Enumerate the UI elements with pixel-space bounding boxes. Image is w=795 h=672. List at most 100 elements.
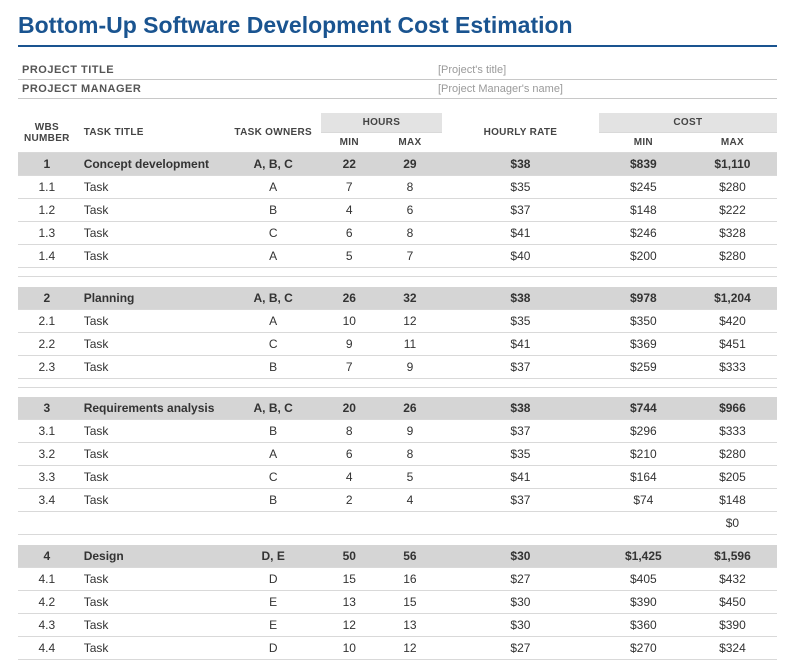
header-task-title: TASK TITLE <box>76 113 226 153</box>
task-title: Task <box>76 309 226 332</box>
summary-title: Planning <box>76 287 226 310</box>
task-owners: E <box>226 613 321 636</box>
task-title: Task <box>76 567 226 590</box>
task-cmax: $280 <box>688 443 777 466</box>
task-row: 2.2TaskC911$41$369$451 <box>18 332 777 355</box>
task-owners: B <box>226 489 321 512</box>
task-cmin: $360 <box>599 613 688 636</box>
task-title: Task <box>76 636 226 659</box>
task-hmax: 9 <box>378 355 442 378</box>
summary-rate: $30 <box>442 545 599 568</box>
task-cmax: $328 <box>688 222 777 245</box>
task-row: 4.2TaskE1315$30$390$450 <box>18 590 777 613</box>
task-owners: A <box>226 245 321 268</box>
task-cmin: $270 <box>599 636 688 659</box>
task-cmin: $74 <box>599 489 688 512</box>
header-cost-max: MAX <box>688 133 777 153</box>
estimation-table: WBS NUMBER TASK TITLE TASK OWNERS HOURS … <box>18 113 777 660</box>
task-hmin: 9 <box>321 332 378 355</box>
task-rate: $27 <box>442 567 599 590</box>
summary-cmax: $1,596 <box>688 545 777 568</box>
task-hmin: 6 <box>321 222 378 245</box>
task-hmax: 5 <box>378 466 442 489</box>
task-title: Task <box>76 332 226 355</box>
task-wbs: 2.2 <box>18 332 76 355</box>
section-summary-row: 1Concept developmentA, B, C2229$38$839$1… <box>18 153 777 176</box>
summary-title: Concept development <box>76 153 226 176</box>
task-row: 2.1TaskA1012$35$350$420 <box>18 309 777 332</box>
task-rate: $27 <box>442 636 599 659</box>
task-title: Task <box>76 176 226 199</box>
blank-cmax <box>688 268 777 277</box>
task-cmax: $324 <box>688 636 777 659</box>
summary-rate: $38 <box>442 153 599 176</box>
task-wbs: 2.3 <box>18 355 76 378</box>
task-owners: A <box>226 176 321 199</box>
task-cmin: $246 <box>599 222 688 245</box>
project-title-label: PROJECT TITLE <box>18 64 438 76</box>
task-hmax: 6 <box>378 199 442 222</box>
task-owners: B <box>226 420 321 443</box>
summary-cmin: $839 <box>599 153 688 176</box>
task-title: Task <box>76 355 226 378</box>
task-wbs: 1.4 <box>18 245 76 268</box>
section-summary-row: 4DesignD, E5056$30$1,425$1,596 <box>18 545 777 568</box>
summary-owners: A, B, C <box>226 397 321 420</box>
task-rate: $37 <box>442 355 599 378</box>
header-hours-max: MAX <box>378 133 442 153</box>
summary-owners: A, B, C <box>226 153 321 176</box>
task-row: 2.3TaskB79$37$259$333 <box>18 355 777 378</box>
project-title-row: PROJECT TITLE [Project's title] <box>18 61 777 80</box>
section-gap <box>18 277 777 287</box>
task-cmin: $296 <box>599 420 688 443</box>
task-hmin: 6 <box>321 443 378 466</box>
task-hmax: 8 <box>378 222 442 245</box>
summary-hmax: 56 <box>378 545 442 568</box>
header-cost-group: COST <box>599 113 777 133</box>
task-cmax: $450 <box>688 590 777 613</box>
summary-cmin: $1,425 <box>599 545 688 568</box>
task-title: Task <box>76 245 226 268</box>
summary-rate: $38 <box>442 287 599 310</box>
summary-cmax: $1,110 <box>688 153 777 176</box>
header-hours-min: MIN <box>321 133 378 153</box>
task-rate: $37 <box>442 199 599 222</box>
blank-trailing-row: $0 <box>18 512 777 535</box>
task-cmax: $280 <box>688 176 777 199</box>
task-row: 1.3TaskC68$41$246$328 <box>18 222 777 245</box>
task-title: Task <box>76 489 226 512</box>
task-cmax: $420 <box>688 309 777 332</box>
task-owners: A <box>226 443 321 466</box>
task-rate: $30 <box>442 590 599 613</box>
task-hmax: 16 <box>378 567 442 590</box>
summary-title: Design <box>76 545 226 568</box>
summary-hmin: 26 <box>321 287 378 310</box>
task-hmax: 11 <box>378 332 442 355</box>
task-cmin: $369 <box>599 332 688 355</box>
task-owners: C <box>226 466 321 489</box>
task-hmin: 10 <box>321 636 378 659</box>
task-title: Task <box>76 443 226 466</box>
project-manager-row: PROJECT MANAGER [Project Manager's name] <box>18 80 777 99</box>
task-row: 4.1TaskD1516$27$405$432 <box>18 567 777 590</box>
task-row: 1.2TaskB46$37$148$222 <box>18 199 777 222</box>
summary-wbs: 1 <box>18 153 76 176</box>
task-wbs: 2.1 <box>18 309 76 332</box>
task-rate: $35 <box>442 176 599 199</box>
project-manager-value: [Project Manager's name] <box>438 83 563 95</box>
blank-cmax <box>688 378 777 387</box>
task-wbs: 3.2 <box>18 443 76 466</box>
summary-cmax: $966 <box>688 397 777 420</box>
task-owners: C <box>226 222 321 245</box>
task-row: 1.4TaskA57$40$200$280 <box>18 245 777 268</box>
task-title: Task <box>76 590 226 613</box>
task-wbs: 3.4 <box>18 489 76 512</box>
task-owners: B <box>226 199 321 222</box>
task-hmin: 5 <box>321 245 378 268</box>
header-hourly-rate: HOURLY RATE <box>442 113 599 153</box>
task-title: Task <box>76 199 226 222</box>
task-cmax: $333 <box>688 355 777 378</box>
task-cmin: $210 <box>599 443 688 466</box>
header-task-owners: TASK OWNERS <box>226 113 321 153</box>
task-cmax: $390 <box>688 613 777 636</box>
